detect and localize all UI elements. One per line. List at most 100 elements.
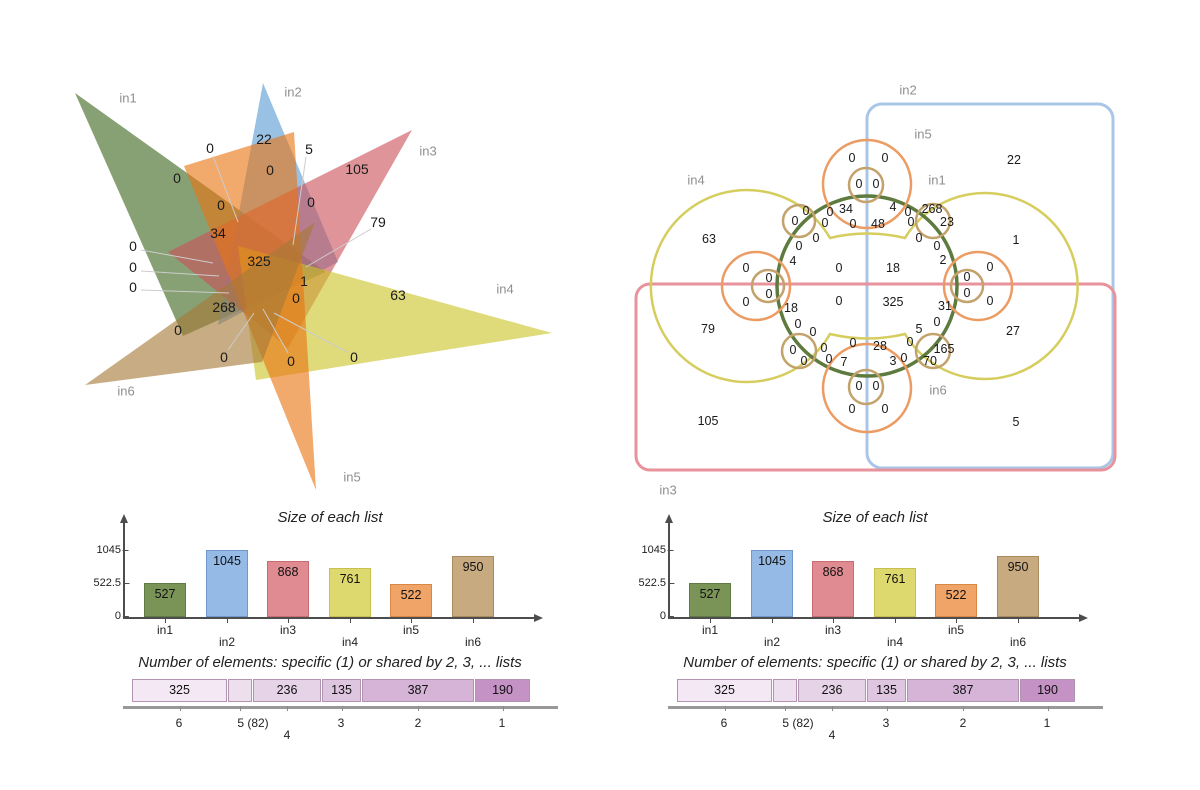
stacked-chart-title: Number of elements: specific (1) or shar… [138, 654, 522, 671]
bar-value: 527 [699, 587, 721, 601]
stacked-axis-label: 4 [283, 728, 291, 742]
bar: 761 [874, 568, 916, 623]
bar-value: 950 [1007, 560, 1029, 574]
x-axis-label: in5 [947, 623, 965, 637]
x-axis-label: in3 [279, 623, 297, 637]
bar-value: 1045 [213, 554, 241, 568]
bar-value: 522 [945, 588, 967, 602]
stacked-segment: 325 [132, 679, 227, 711]
x-axis-label: in2 [763, 635, 781, 649]
y-axis-tick-label: 0 [659, 610, 675, 622]
bar: 950 [997, 556, 1039, 623]
bar: 1045 [206, 550, 248, 623]
stacked-axis-label: 1 [1043, 716, 1051, 730]
stacked-axis-label: 2 [414, 716, 422, 730]
segment-value: 190 [492, 683, 513, 697]
bar: 522 [935, 584, 977, 623]
venn-edwards-set-in5 [720, 138, 1014, 434]
segment-value: 190 [1037, 683, 1058, 697]
bar: 527 [144, 583, 186, 623]
stacked-axis-label: 5 (82) [782, 716, 814, 730]
x-axis-label: in2 [218, 635, 236, 649]
stacked-segment: 387 [907, 679, 1019, 711]
x-axis [668, 617, 1080, 619]
bar: 527 [689, 583, 731, 623]
segment-value: 236 [276, 683, 298, 697]
leader-lines [140, 155, 372, 354]
stacked-chart-title: Number of elements: specific (1) or shar… [683, 654, 1067, 671]
y-axis-tick-label: 0 [114, 610, 130, 622]
stacked-segment [773, 679, 797, 711]
y-axis [123, 522, 125, 618]
stacked-segment: 325 [677, 679, 772, 711]
x-axis-label: in6 [1009, 635, 1027, 649]
venn-edwards-shapes [634, 102, 1117, 472]
stacked-axis-label: 1 [498, 716, 506, 730]
x-axis-label: in5 [402, 623, 420, 637]
stacked-segment: 190 [475, 679, 530, 711]
bar-value: 522 [400, 588, 422, 602]
bar-chart-right: Size of each list 527 1045 868 761 522 950 in… [638, 505, 1120, 655]
bar-value: 761 [339, 572, 361, 586]
bar: 868 [267, 561, 309, 623]
stacked-axis-label: 2 [959, 716, 967, 730]
venn-edwards-set-in1 [775, 194, 959, 378]
segment-value: 135 [331, 683, 352, 697]
x-axis [123, 617, 535, 619]
stacked-segment: 236 [798, 679, 866, 711]
x-axis-label: in3 [824, 623, 842, 637]
segment-value: 387 [952, 683, 974, 697]
x-axis-label: in1 [156, 623, 174, 637]
stacked-segment: 387 [362, 679, 474, 711]
y-axis-arrow [120, 514, 128, 523]
bar-value: 761 [884, 572, 906, 586]
bar: 761 [329, 568, 371, 623]
bar-chart-title: Size of each list [277, 509, 383, 526]
x-axis-arrow [1079, 614, 1088, 622]
stacked-chart-left: Number of elements: specific (1) or shar… [95, 650, 575, 750]
venn-classic-set-in6 [85, 222, 315, 385]
stacked-axis-label: 3 [882, 716, 890, 730]
x-axis-label: in1 [701, 623, 719, 637]
bar: 522 [390, 584, 432, 623]
stacked-axis-label: 6 [175, 716, 183, 730]
segment-value: 325 [169, 683, 190, 697]
segment-value: 325 [714, 683, 735, 697]
x-axis-arrow [534, 614, 543, 622]
bar-value: 950 [462, 560, 484, 574]
bar-value: 527 [154, 587, 176, 601]
bar: 950 [452, 556, 494, 623]
venn-edwards-set-in4 [649, 188, 1079, 384]
stacked-chart-right: Number of elements: specific (1) or shar… [640, 650, 1120, 750]
y-axis [668, 522, 670, 618]
segment-value: 135 [876, 683, 897, 697]
venn-edwards-set-in3 [634, 282, 1117, 472]
stacked-axis-label: 5 (82) [237, 716, 269, 730]
y-axis-arrow [665, 514, 673, 523]
bar-value: 1045 [758, 554, 786, 568]
x-axis-label: in4 [341, 635, 359, 649]
segment-value: 236 [821, 683, 843, 697]
stacked-segment: 135 [322, 679, 361, 711]
stacked-segment: 236 [253, 679, 321, 711]
stacked-axis-label: 4 [828, 728, 836, 742]
stacked-segment [228, 679, 252, 711]
y-axis-tick-label: 1045 [96, 544, 130, 556]
bar-value: 868 [822, 565, 844, 579]
segment-value: 387 [407, 683, 429, 697]
y-axis-tick-label: 1045 [641, 544, 675, 556]
stacked-segment: 135 [867, 679, 906, 711]
y-axis-tick-label: 522.5 [93, 577, 129, 589]
bar-chart-title: Size of each list [822, 509, 928, 526]
venn-edwards-set-in6 [750, 166, 985, 406]
stacked-axis [123, 706, 558, 709]
venn-classic-shapes [75, 83, 552, 490]
bar-value: 868 [277, 565, 299, 579]
stacked-axis [668, 706, 1103, 709]
x-axis-label: in4 [886, 635, 904, 649]
venn-classic-set-in4 [238, 246, 552, 380]
y-axis-tick-label: 522.5 [638, 577, 674, 589]
bar-chart-left: Size of each list 527 1045 868 761 522 950 in… [93, 505, 575, 655]
